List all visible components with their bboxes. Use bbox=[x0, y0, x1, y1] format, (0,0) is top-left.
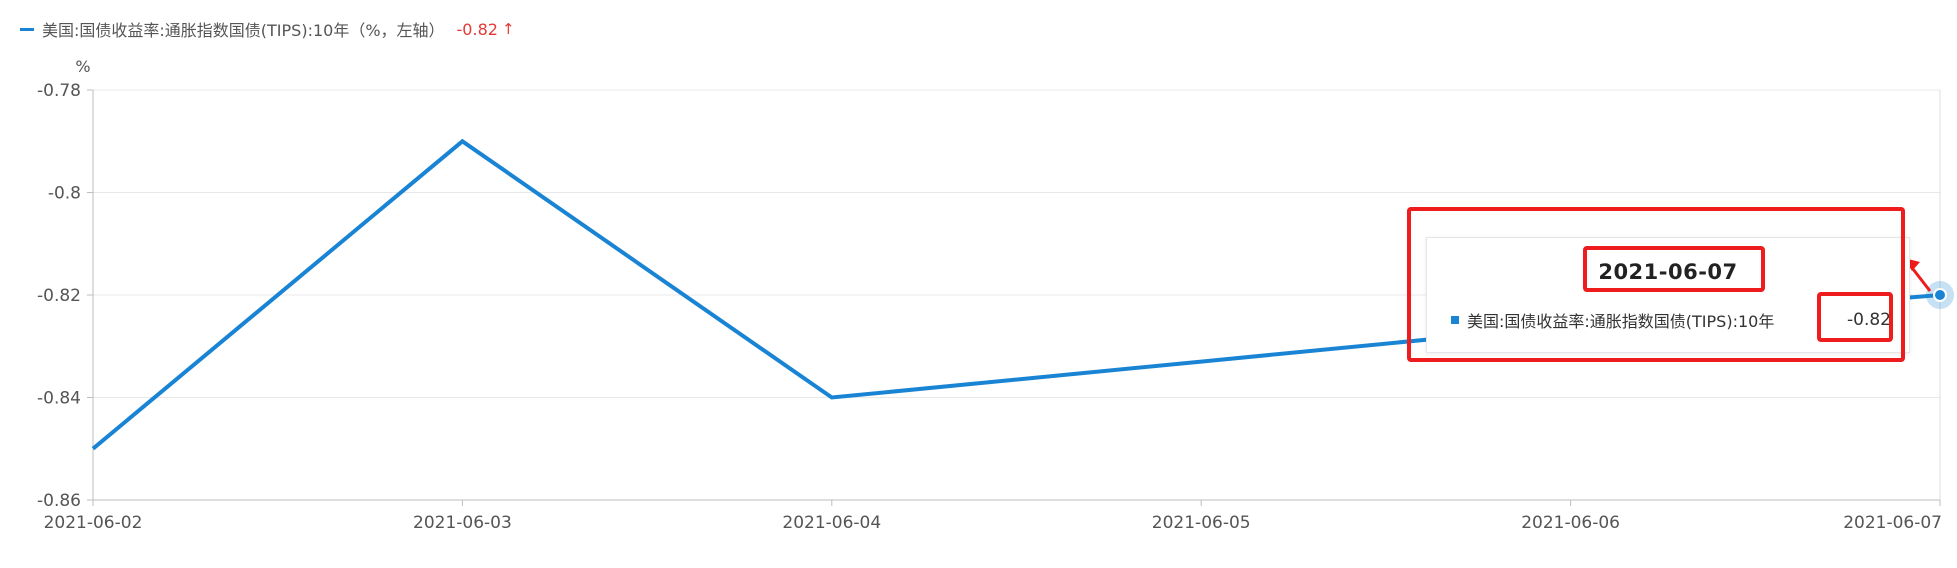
tooltip-series-value: -0.82 bbox=[1847, 310, 1891, 330]
y-axis-unit-label: % bbox=[75, 57, 90, 76]
x-tick-label: 2021-06-02 bbox=[44, 513, 143, 533]
x-tick-label: 2021-06-03 bbox=[413, 513, 512, 533]
highlight-box-tooltip bbox=[1407, 207, 1905, 362]
legend-line-swatch bbox=[20, 27, 34, 31]
x-tick-label: 2021-06-04 bbox=[782, 513, 881, 533]
highlight-box-date bbox=[1583, 246, 1765, 292]
y-tick-label: -0.86 bbox=[37, 491, 81, 511]
chart-legend[interactable]: 美国:国债收益率:通胀指数国债(TIPS):10年（%，左轴） -0.82 ↑ bbox=[20, 18, 515, 40]
tooltip-series-swatch bbox=[1451, 316, 1459, 324]
x-tick-label: 2021-06-06 bbox=[1521, 513, 1620, 533]
y-tick-label: -0.84 bbox=[37, 389, 81, 409]
y-axis: -0.78 -0.8 -0.82 -0.84 -0.86 bbox=[37, 81, 94, 511]
legend-series-label: 美国:国债收益率:通胀指数国债(TIPS):10年（%，左轴） bbox=[42, 21, 445, 40]
x-tick-label: 2021-06-07 bbox=[1843, 513, 1942, 533]
highlight-box-value bbox=[1817, 292, 1893, 342]
y-tick-label: -0.82 bbox=[37, 286, 81, 306]
tooltip-date: 2021-06-07 bbox=[1598, 260, 1738, 284]
trend-up-arrow-icon: ↑ bbox=[501, 20, 515, 38]
tooltip-series-label: 美国:国债收益率:通胀指数国债(TIPS):10年 bbox=[1467, 312, 1775, 331]
highlight-point[interactable] bbox=[1933, 288, 1947, 302]
tooltip-series-row: 美国:国债收益率:通胀指数国债(TIPS):10年 -0.82 bbox=[1451, 308, 1891, 332]
x-axis: 2021-06-02 2021-06-03 2021-06-04 2021-06-05… bbox=[44, 499, 1942, 533]
x-tick-label: 2021-06-05 bbox=[1152, 513, 1251, 533]
y-tick-label: -0.8 bbox=[48, 184, 81, 204]
y-tick-label: -0.78 bbox=[37, 81, 81, 101]
legend-latest-value: -0.82 bbox=[456, 19, 498, 39]
